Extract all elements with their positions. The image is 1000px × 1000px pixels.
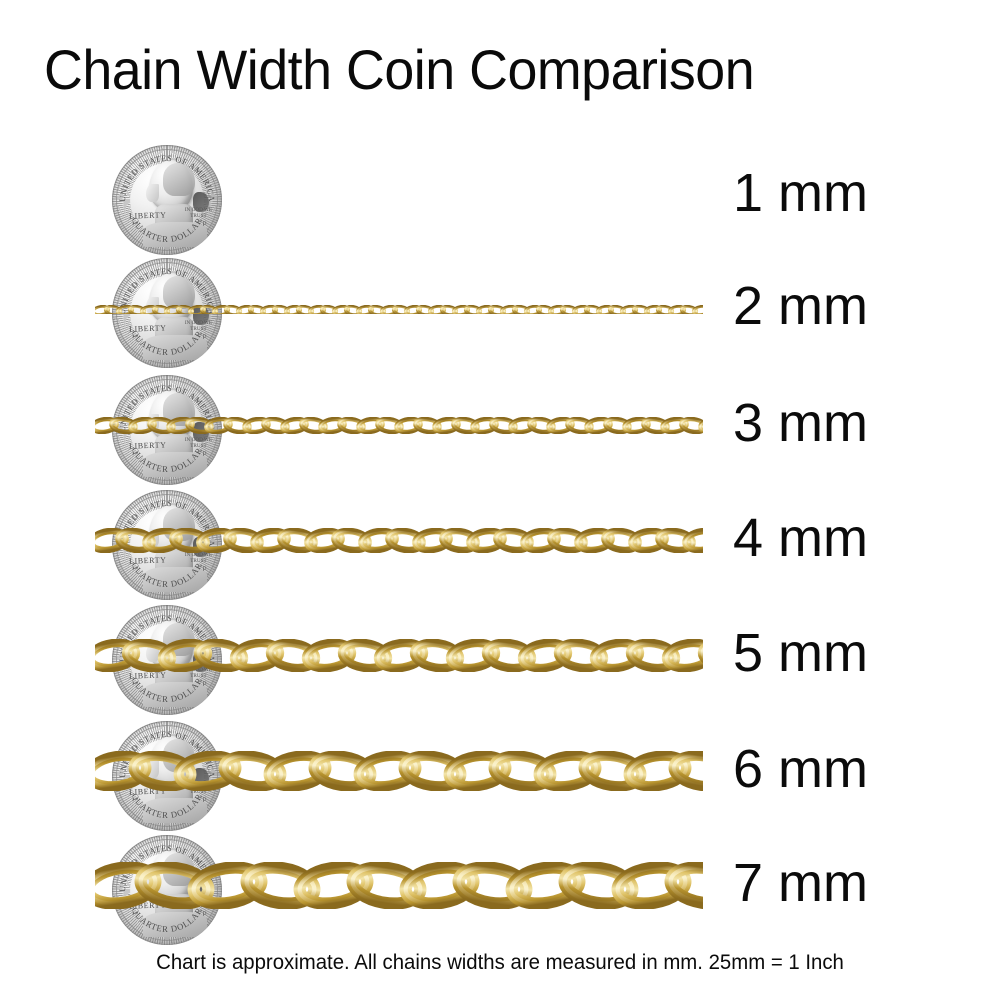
- chain-graphic: [95, 861, 703, 909]
- coin-mintmark: P: [202, 222, 207, 228]
- coin-rim: [116, 839, 218, 941]
- coin-motto-text: IN GOD WE TRUST: [184, 206, 213, 219]
- chain-row-7mm: UNITED STATES OF AMERICA QUARTER DOLLAR …: [0, 830, 1000, 950]
- washington-bust-icon: [142, 390, 210, 478]
- washington-bust-icon: [142, 273, 210, 361]
- chain-width-label-7mm: 7 mm: [733, 853, 868, 913]
- chain-graphic: [95, 638, 703, 672]
- chain-width-label-1mm: 1 mm: [733, 163, 868, 223]
- coin-mintmark: P: [202, 682, 207, 688]
- coin-liberty-text: LIBERTY: [128, 670, 167, 681]
- coin-mintmark: P: [202, 798, 207, 804]
- coin-liberty-text: LIBERTY: [128, 555, 167, 566]
- coin-rim: [116, 725, 218, 827]
- chain-row-3mm: UNITED STATES OF AMERICA QUARTER DOLLAR …: [0, 370, 1000, 490]
- coin-rim: [116, 149, 218, 251]
- chain-1mm: [95, 192, 703, 198]
- chain-2mm: [95, 303, 703, 314]
- chain-4mm: [95, 527, 703, 553]
- chain-6mm: [95, 751, 703, 791]
- chain-graphic: [95, 751, 703, 791]
- footer-note: Chart is approximate. All chains widths …: [156, 951, 844, 974]
- chain-row-6mm: UNITED STATES OF AMERICA QUARTER DOLLAR …: [0, 716, 1000, 836]
- coin-liberty-text: LIBERTY: [128, 440, 167, 451]
- coin-face: UNITED STATES OF AMERICA QUARTER DOLLAR …: [112, 145, 222, 255]
- chain-row-2mm: UNITED STATES OF AMERICA QUARTER DOLLAR …: [0, 253, 1000, 373]
- washington-bust-icon: [142, 160, 210, 248]
- coin-liberty-text: LIBERTY: [128, 323, 167, 334]
- chain-graphic: [95, 416, 703, 434]
- coin-mintmark: P: [202, 567, 207, 573]
- chain-3mm: [95, 416, 703, 434]
- coin-mintmark: P: [202, 912, 207, 918]
- chain-width-label-5mm: 5 mm: [733, 623, 868, 683]
- coin-mintmark: P: [202, 452, 207, 458]
- page-title: Chain Width Coin Comparison: [44, 38, 755, 101]
- chain-7mm: [95, 861, 703, 909]
- coin-motto-text: IN GOD WE TRUST: [184, 551, 213, 564]
- chain-5mm: [95, 638, 703, 672]
- chain-width-label-6mm: 6 mm: [733, 739, 868, 799]
- chain-row-5mm: UNITED STATES OF AMERICA QUARTER DOLLAR …: [0, 600, 1000, 720]
- chain-width-label-2mm: 2 mm: [733, 276, 868, 336]
- coin-motto-text: IN GOD WE TRUST: [184, 436, 213, 449]
- coin-mintmark: P: [202, 335, 207, 341]
- coin-rim: [116, 609, 218, 711]
- coin-liberty-text: LIBERTY: [128, 210, 167, 221]
- chain-graphic: [95, 527, 703, 553]
- coin-motto-text: IN GOD WE TRUST: [184, 319, 213, 332]
- chain-width-label-3mm: 3 mm: [733, 393, 868, 453]
- chain-graphic: [95, 304, 703, 314]
- coin-motto-text: IN GOD WE TRUST: [184, 666, 213, 679]
- quarter-coin: UNITED STATES OF AMERICA QUARTER DOLLAR …: [112, 145, 222, 255]
- chain-width-label-4mm: 4 mm: [733, 508, 868, 568]
- chain-row-1mm: UNITED STATES OF AMERICA QUARTER DOLLAR …: [0, 140, 1000, 260]
- chain-row-4mm: UNITED STATES OF AMERICA QUARTER DOLLAR …: [0, 485, 1000, 605]
